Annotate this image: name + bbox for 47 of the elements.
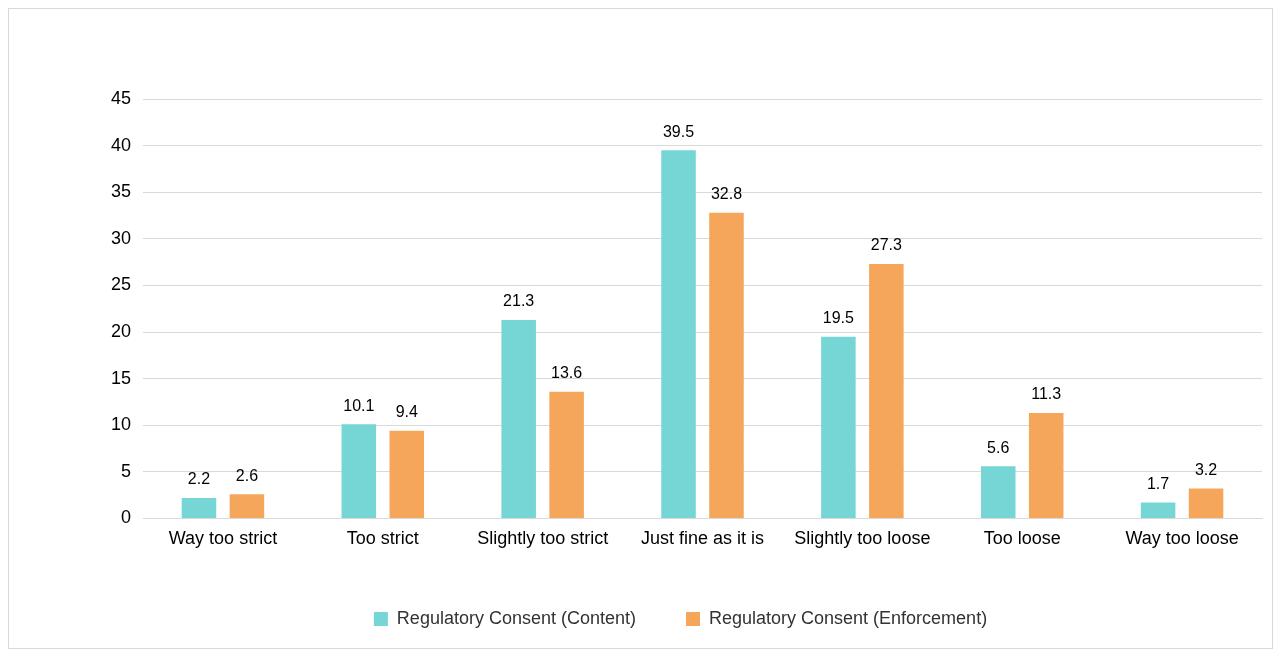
data-label: 9.4 <box>395 403 418 421</box>
bar <box>1188 488 1224 518</box>
bar <box>661 150 696 518</box>
legend-label: Regulatory Consent (Enforcement) <box>709 607 988 628</box>
y-tick-label: 20 <box>110 320 132 341</box>
x-tick-label: Way too loose <box>1125 528 1239 549</box>
bar <box>229 494 265 518</box>
bar <box>549 391 584 518</box>
bar <box>821 336 856 518</box>
bar <box>389 430 425 518</box>
bar <box>181 497 217 518</box>
y-tick-label: 40 <box>110 134 132 155</box>
bar <box>869 263 904 518</box>
y-tick-label: 5 <box>121 460 132 481</box>
y-tick-label: 25 <box>110 274 132 295</box>
x-tick-label: Too loose <box>983 528 1061 549</box>
data-label: 3.2 <box>1194 460 1218 478</box>
y-tick-label: 30 <box>110 227 132 248</box>
data-label: 1.7 <box>1146 474 1170 492</box>
data-label: 21.3 <box>503 292 535 310</box>
y-tick-label: 0 <box>121 507 132 528</box>
data-label: 39.5 <box>662 122 695 140</box>
bar <box>980 466 1016 518</box>
data-label: 27.3 <box>870 236 903 254</box>
bar <box>1140 502 1176 518</box>
x-tick-label: Slightly too loose <box>794 528 931 549</box>
bar <box>709 212 744 518</box>
data-label: 5.6 <box>987 438 1010 456</box>
y-tick-label: 10 <box>110 414 132 435</box>
data-label: 10.1 <box>343 396 375 414</box>
bar <box>501 319 536 518</box>
y-tick-label: 35 <box>110 181 132 202</box>
x-tick-label: Slightly too strict <box>477 528 609 549</box>
data-label: 2.2 <box>187 470 211 488</box>
y-tick-label: 45 <box>110 87 132 108</box>
bar <box>1028 413 1064 518</box>
x-tick-label: Way too strict <box>168 528 278 549</box>
legend-label: Regulatory Consent (Content) <box>396 607 636 628</box>
data-label: 11.3 <box>1031 385 1062 403</box>
data-label: 19.5 <box>822 309 855 327</box>
y-tick-label: 15 <box>110 367 132 388</box>
data-label: 13.6 <box>551 364 583 382</box>
data-label: 2.6 <box>235 466 259 484</box>
x-tick-label: Just fine as it is <box>640 528 765 549</box>
x-tick-label: Too strict <box>346 528 419 549</box>
bar <box>341 424 377 518</box>
data-label: 32.8 <box>710 185 743 203</box>
